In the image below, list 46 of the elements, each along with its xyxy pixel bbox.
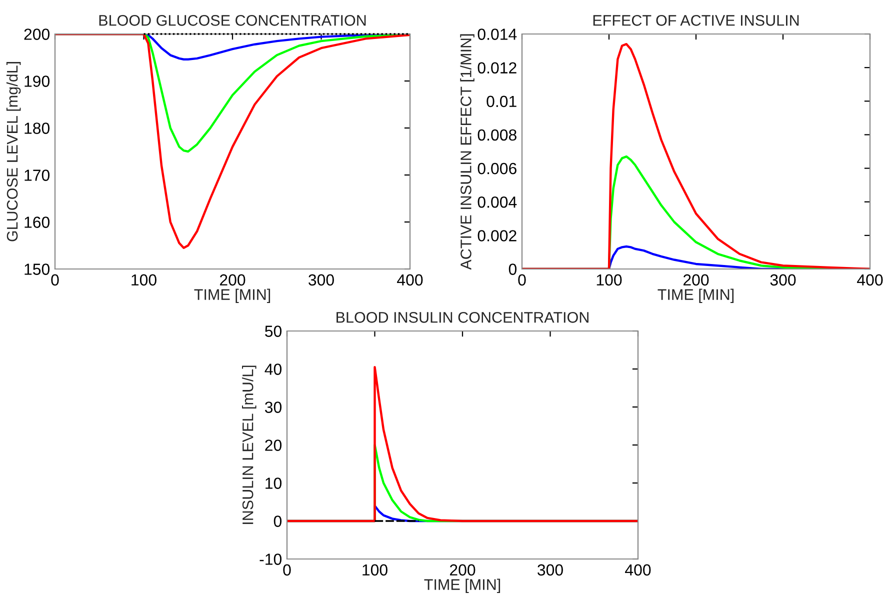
x-tick-label: 100 [362,564,388,576]
y-tick-label: 170 [24,170,50,181]
x-axis-title: TIME [MIN] [658,288,734,303]
y-tick-label: 0.008 [478,129,516,141]
y-tick-label: 10 [266,478,282,489]
y-tick-label: 0.01 [486,96,516,108]
y-tick-label: 0.006 [478,162,516,174]
y-tick-label: 0 [274,516,282,527]
x-tick-label: 200 [220,274,246,286]
y-tick-label: 0.004 [478,196,517,208]
y-tick-label: 0.014 [478,28,517,40]
y-tick-label: 0 [508,264,517,275]
y-tick-label: 190 [24,76,50,87]
x-tick-label: 0 [518,274,526,286]
y-tick-label: 0.012 [478,62,516,74]
y-tick-label: 200 [24,28,50,40]
line-series [287,366,638,522]
x-tick-label: 100 [596,274,622,286]
y-tick-label: -10 [260,554,282,565]
y-axis-title: GLUCOSE LEVEL [mg/dL] [6,62,21,242]
y-axis-title: INSULIN LEVEL [mU/L] [242,366,256,524]
x-axis-title: TIME [MIN] [424,578,500,593]
chart-title: EFFECT OF ACTIVE INSULIN [593,15,799,26]
y-tick-label: 150 [24,264,50,275]
x-tick-label: 100 [132,274,156,286]
y-tick-label: 160 [24,216,50,228]
y-tick-label: 30 [264,402,282,413]
y-tick-label: 40 [264,364,282,375]
y-tick-label: 0.002 [478,230,516,242]
y-tick-label: 20 [265,440,282,451]
x-tick-label: 300 [770,274,796,286]
x-tick-label: 200 [683,274,709,286]
y-tick-label: 180 [24,122,50,134]
chart-title: BLOOD GLUCOSE CONCENTRATION [99,15,366,26]
x-tick-label: 0 [283,564,291,576]
chart-title: BLOOD INSULIN CONCENTRATION [336,312,588,323]
x-tick-label: 200 [450,564,476,576]
x-tick-label: 300 [308,274,334,286]
x-tick-label: 0 [51,274,59,286]
y-axis-title: ACTIVE INSULIN EFFECT [1/MIN] [460,34,474,270]
x-tick-label: 400 [397,274,423,286]
x-tick-label: 400 [625,564,651,576]
y-tick-label: 50 [265,326,282,337]
x-axis-title: TIME [MIN] [194,288,270,303]
x-tick-label: 400 [857,274,883,286]
x-tick-label: 300 [538,564,563,576]
